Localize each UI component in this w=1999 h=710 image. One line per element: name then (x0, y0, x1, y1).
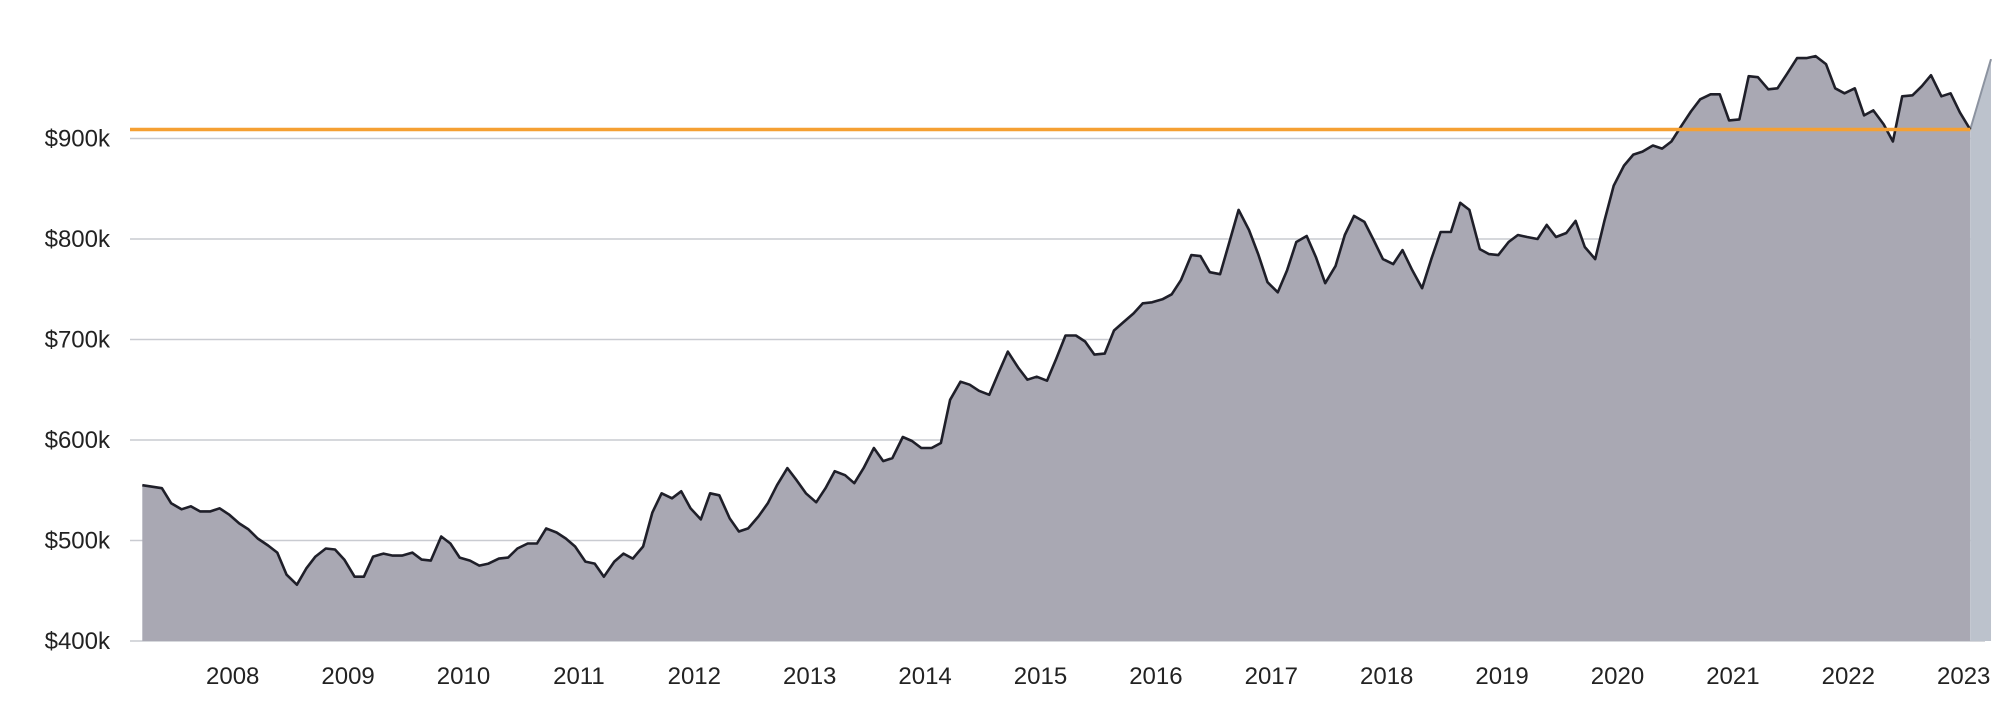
series-line (142, 54, 1972, 586)
x-tick-label: 2020 (1591, 663, 1644, 690)
y-tick-label: $600k (45, 427, 111, 454)
y-tick-label: $700k (45, 327, 111, 354)
x-tick-label: 2021 (1706, 663, 1759, 690)
projection-area (1970, 59, 1992, 642)
x-tick-label: 2012 (668, 663, 721, 690)
x-tick-label: 2010 (437, 663, 490, 690)
y-tick-label: $800k (45, 226, 111, 253)
x-tick-label: 2015 (1014, 663, 1067, 690)
x-tick-label: 2008 (206, 663, 259, 690)
x-tick-label: 2017 (1245, 663, 1298, 690)
x-tick-label: 2022 (1822, 663, 1875, 690)
x-tick-label: 2009 (321, 663, 374, 690)
y-axis-ticks: $400k $500k $600k $700k $800k $900k (45, 126, 111, 656)
x-axis-ticks: 2008 2009 2010 2011 2012 2013 2014 2015 2016 2017… (206, 663, 1990, 690)
x-tick-label: 2011 (553, 663, 605, 690)
y-tick-label: $900k (45, 126, 111, 153)
x-tick-label: 2013 (783, 663, 836, 690)
y-tick-label: $400k (45, 628, 111, 655)
y-tick-label: $500k (45, 528, 111, 555)
x-tick-label: 2019 (1475, 663, 1528, 690)
x-tick-label: 2014 (898, 663, 951, 690)
x-tick-label: 2016 (1129, 663, 1182, 690)
projection-line (1969, 58, 1992, 130)
series-area (142, 56, 1971, 642)
x-tick-label: 2018 (1360, 663, 1413, 690)
x-tick-label: 2023 (1937, 663, 1990, 690)
data-area (142, 54, 1992, 642)
